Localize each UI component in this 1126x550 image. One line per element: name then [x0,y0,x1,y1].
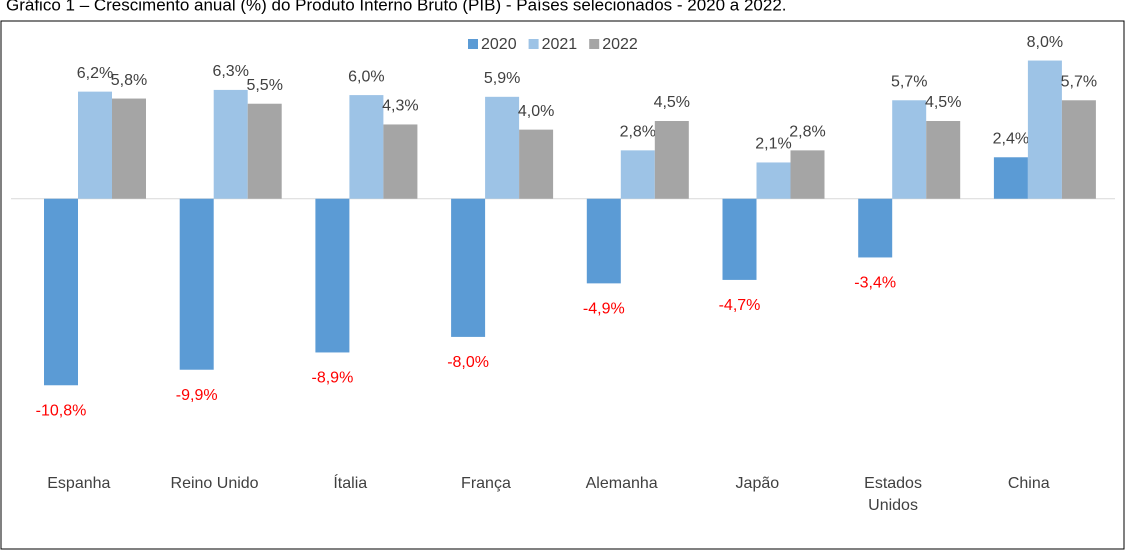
value-label: 5,9% [484,70,520,87]
x-tick-label: França [461,475,511,492]
value-label: 4,3% [382,98,418,115]
bar [315,198,350,353]
x-tick-label: Reino Unido [171,475,259,492]
bar [993,157,1028,199]
value-label: -3,4% [854,275,896,292]
bar [179,198,214,370]
x-tick-label: Estados Unidos [864,475,922,514]
bar [451,198,486,337]
value-label: 6,3% [212,63,248,80]
value-label: 5,5% [246,77,282,94]
x-tick-label: Ítalia [333,473,367,492]
bar [858,198,893,258]
bar [790,150,825,199]
x-tick-label: Japão [736,475,780,492]
legend-label: 2021 [542,36,578,53]
bar [586,198,621,284]
value-label: 6,2% [77,65,113,82]
value-label: -8,9% [312,370,354,387]
value-label: 5,8% [111,72,147,89]
bar [1061,100,1096,199]
value-label: 2,8% [789,124,825,141]
legend-label: 2022 [602,36,638,53]
bar [213,89,248,199]
legend-label: 2020 [481,36,517,53]
legend-swatch [468,39,478,49]
value-label: 4,5% [925,94,961,111]
bar [519,129,554,199]
bar [892,100,927,199]
bar [485,96,520,199]
bar [78,91,112,199]
value-label: -4,9% [583,301,625,318]
bar [1027,60,1062,199]
value-label: 2,1% [755,136,791,153]
value-label: 8,0% [1027,34,1063,51]
value-label: 4,0% [518,103,554,120]
legend-swatch [528,39,539,49]
bar [44,198,78,386]
bar [383,124,418,199]
value-label: 2,8% [620,124,656,141]
value-label: 6,0% [348,68,384,85]
x-tick-label: Alemanha [586,475,658,492]
value-label: 2,4% [993,130,1029,147]
x-tick-label: China [1008,475,1050,492]
bar [112,98,146,199]
bar [620,150,655,199]
value-label: -9,9% [176,387,218,404]
value-label: -4,7% [719,297,761,314]
value-label: 5,7% [891,73,927,90]
chart-title: Gráfico 1 – Crescimento anual (%) do Pro… [6,0,787,14]
value-label: -8,0% [447,354,489,371]
bar [349,95,384,199]
bar [654,121,689,199]
bar [247,103,282,199]
bar [926,121,961,199]
value-label: -10,8% [36,402,87,419]
x-tick-label: Espanha [47,475,110,492]
bar [756,162,791,199]
value-label: 5,7% [1061,73,1097,90]
bar [722,198,757,280]
value-label: 4,5% [654,94,690,111]
legend-swatch [589,39,600,49]
